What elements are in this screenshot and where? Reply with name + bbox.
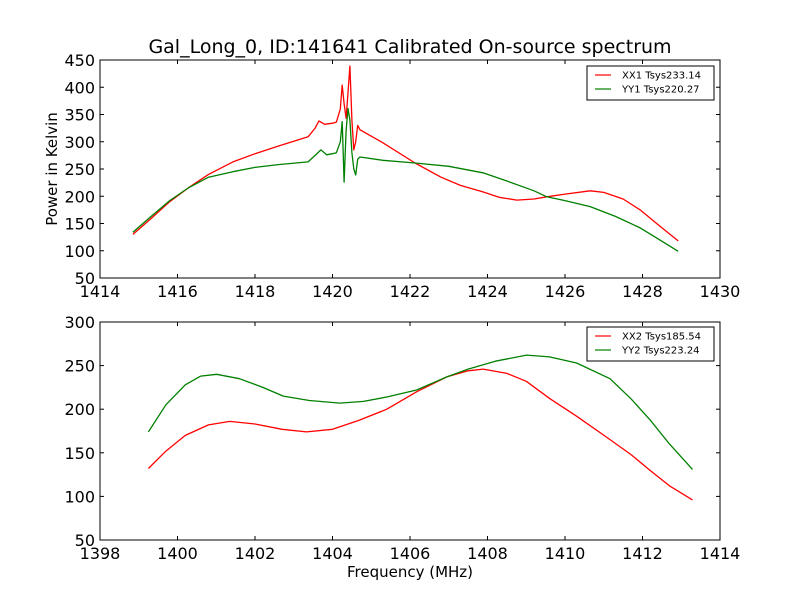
bottom-x-tick-label: 1408: [467, 544, 508, 563]
top-subplot: 1414 1416 1418 1420 1422 1424 1426 1428 1430 50 10…: [43, 51, 740, 301]
top-series-line-1: [132, 107, 679, 252]
bottom-y-tick-label: 150: [64, 444, 95, 463]
top-x-tick-label: 1420: [312, 282, 353, 301]
bottom-x-tick-label: 1414: [700, 544, 741, 563]
top-plot-ticks: 1414 1416 1418 1420 1422 1424 1426 1428 1430 50 10…: [64, 51, 740, 301]
bottom-plot-lines: [147, 354, 693, 501]
bottom-x-tick-label: 1400: [157, 544, 198, 563]
top-x-tick-label: 1428: [622, 282, 663, 301]
top-series-line-0: [132, 65, 679, 242]
bottom-y-tick-label: 100: [64, 487, 95, 506]
top-y-tick-label: 400: [64, 78, 95, 97]
bottom-x-tick-label: 1398: [80, 544, 121, 563]
bottom-x-tick-label: 1410: [545, 544, 586, 563]
top-x-tick-label: 1418: [235, 282, 276, 301]
top-x-tick-label: 1424: [467, 282, 508, 301]
bottom-x-tick-label: 1412: [622, 544, 663, 563]
top-legend-label-yy1: YY1 Tsys220.27: [621, 85, 700, 96]
top-legend-label-xx1: XX1 Tsys233.14: [622, 71, 701, 82]
bottom-legend-box: [586, 326, 715, 362]
bottom-series-line-1: [147, 354, 693, 470]
top-y-tick-label: 350: [64, 106, 95, 125]
top-y-tick-label: 100: [64, 242, 95, 261]
bottom-y-tick-label: 50: [75, 531, 95, 550]
top-x-tick-label: 1422: [390, 282, 431, 301]
bottom-plot-ticks: 1398 1400 1402 1404 1406 1408 1410 1412 1414 50 10…: [64, 313, 740, 563]
bottom-series-line-0: [147, 368, 693, 501]
top-x-tick-label: 1414: [80, 282, 121, 301]
chart-title: Gal_Long_0, ID:141641 Calibrated On-sour…: [148, 36, 671, 58]
top-legend: XX1 Tsys233.14 YY1 Tsys220.27: [586, 65, 715, 101]
bottom-x-axis-label: Frequency (MHz): [347, 563, 473, 581]
bottom-x-tick-label: 1406: [390, 544, 431, 563]
bottom-y-tick-label: 200: [64, 400, 95, 419]
top-y-axis-label: Power in Kelvin: [43, 112, 61, 226]
top-y-tick-label: 150: [64, 215, 95, 234]
bottom-legend-label-xx2: XX2 Tsys185.54: [622, 332, 701, 343]
top-y-tick-label: 300: [64, 133, 95, 152]
bottom-x-tick-label: 1404: [312, 544, 353, 563]
top-y-tick-label: 250: [64, 160, 95, 179]
bottom-y-tick-label: 300: [64, 313, 95, 332]
top-x-tick-label: 1430: [700, 282, 741, 301]
bottom-y-tick-label: 250: [64, 357, 95, 376]
top-y-tick-label: 50: [75, 269, 95, 288]
top-x-tick-label: 1416: [157, 282, 198, 301]
bottom-x-tick-label: 1402: [235, 544, 276, 563]
top-x-tick-label: 1426: [545, 282, 586, 301]
top-plot-lines: [132, 65, 679, 252]
bottom-legend-label-yy2: YY2 Tsys223.24: [621, 346, 700, 357]
bottom-legend: XX2 Tsys185.54 YY2 Tsys223.24: [586, 326, 715, 362]
top-y-tick-label: 450: [64, 51, 95, 70]
bottom-subplot: 1398 1400 1402 1404 1406 1408 1410 1412 1414 50 10…: [64, 313, 740, 581]
top-legend-box: [586, 65, 715, 101]
top-y-tick-label: 200: [64, 187, 95, 206]
